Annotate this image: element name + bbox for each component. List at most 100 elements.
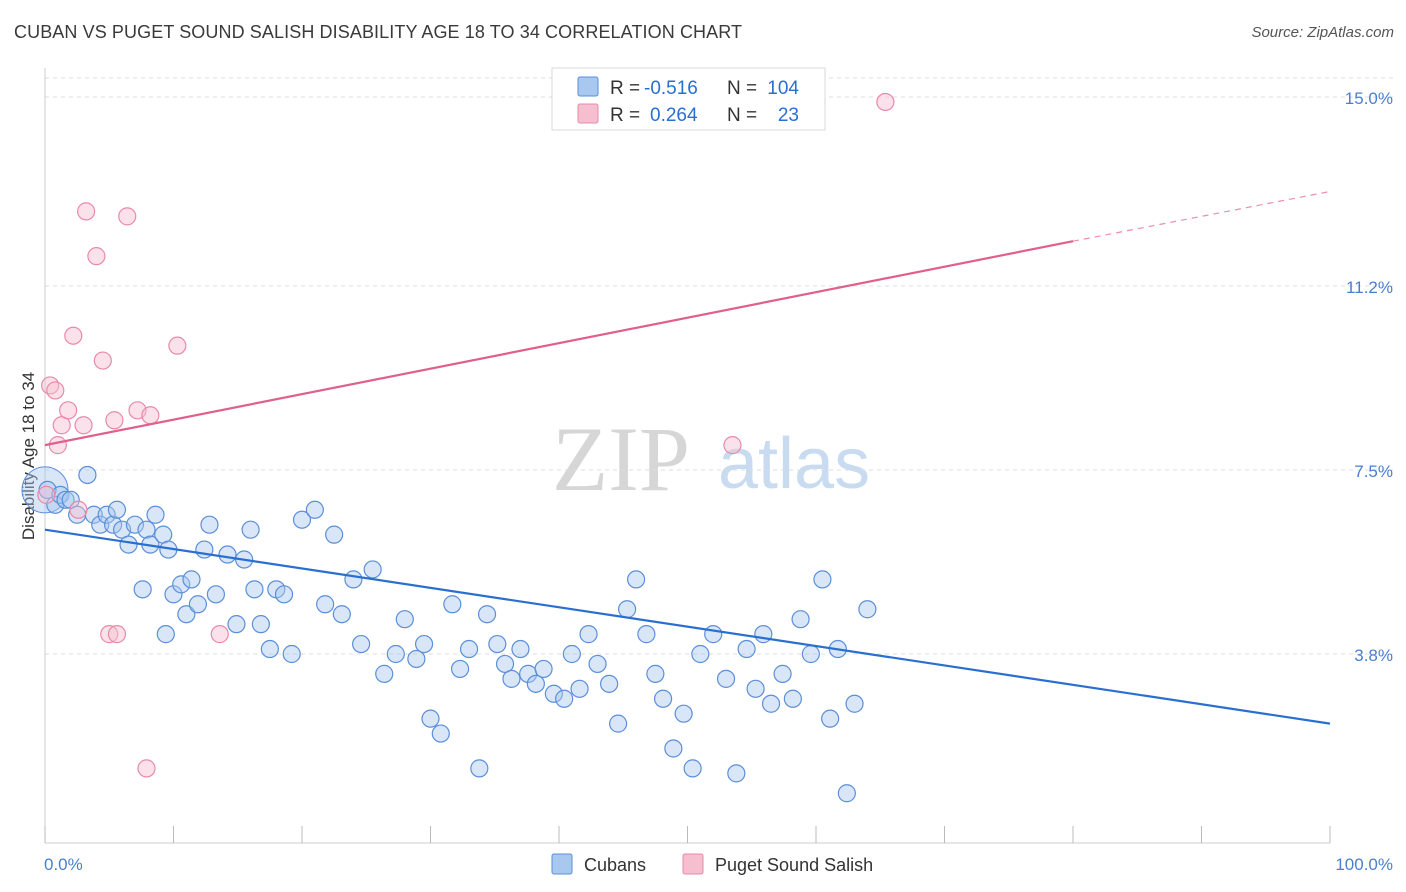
salish-point [141, 406, 160, 425]
cubans-point [363, 560, 382, 579]
cubans-point [664, 739, 683, 758]
cubans-point [488, 634, 507, 654]
y-tick-label: 11.2% [1346, 278, 1393, 297]
cubans-point [414, 634, 434, 654]
cubans-point [674, 704, 693, 723]
cubans-point [260, 639, 279, 659]
cubans-point [562, 644, 581, 664]
cubans-point [813, 570, 832, 589]
salish-point [118, 207, 137, 226]
cubans-point [600, 674, 619, 693]
cubans-point [146, 505, 165, 524]
cubans-point [477, 605, 497, 624]
source-credit: Source: ZipAtlas.com [1251, 24, 1394, 41]
legend-swatch-salish [577, 103, 599, 124]
cubans-point [555, 689, 574, 708]
cubans-points [21, 465, 877, 803]
legend-swatch-cubans [577, 76, 599, 97]
cubans-point [544, 684, 563, 703]
cubans-point [431, 724, 450, 743]
x-tick-label: 0.0% [44, 855, 83, 874]
cubans-point [459, 639, 479, 659]
cubans-point [570, 679, 589, 698]
salish-point [723, 436, 742, 455]
cubans-point [125, 515, 145, 534]
legend-swatch-salish [682, 853, 704, 875]
legend-r-label: R = [610, 78, 640, 99]
cubans-point [837, 784, 856, 803]
cubans-point [245, 580, 264, 599]
watermark-atlas: atlas [718, 424, 870, 504]
salish-point [48, 436, 67, 455]
cubans-point [91, 515, 110, 534]
cubans-point [104, 515, 123, 534]
watermark-zip: ZIP [552, 408, 690, 510]
cubans-point [177, 605, 196, 624]
cubans-point [56, 490, 75, 509]
cubans-point [791, 610, 810, 629]
cubans-point [511, 639, 530, 659]
axes [44, 68, 1331, 844]
x-tick-label: 100.0% [1335, 855, 1393, 874]
cubans-point [133, 580, 152, 599]
cubans-point [858, 600, 877, 619]
cubans-point [156, 625, 175, 644]
cubans-point [119, 535, 138, 554]
cubans-point [407, 649, 426, 669]
legend-r-value: -0.516 [644, 78, 698, 99]
salish-point [107, 625, 127, 644]
salish-point [137, 759, 156, 778]
cubans-point [352, 634, 371, 654]
cubans-point [375, 664, 394, 683]
y-tick-label: 3.8% [1354, 646, 1393, 665]
salish-point [69, 500, 88, 519]
cubans-point [206, 585, 226, 604]
cubans-trend-line [44, 528, 1331, 725]
cubans-point [421, 709, 440, 728]
legend-n-value: 23 [778, 105, 799, 126]
salish-point [93, 351, 112, 370]
cubans-point [292, 510, 312, 529]
salish-point [210, 625, 229, 644]
cubans-point [761, 694, 781, 713]
salish-point [64, 326, 83, 345]
cubans-point [609, 714, 628, 733]
cubans-point [172, 575, 191, 594]
salish-point [59, 401, 78, 420]
y-tick-label: 7.5% [1354, 462, 1393, 481]
salish-point [100, 625, 119, 644]
cubans-point [470, 759, 489, 778]
legend-n-value: 104 [767, 78, 799, 99]
legend-label-cubans: Cubans [584, 855, 646, 875]
cubans-point [316, 595, 335, 614]
cubans-point [618, 600, 637, 619]
cubans-point [783, 689, 802, 708]
cubans-point [332, 605, 351, 624]
salish-point [77, 202, 96, 221]
cubans-point [646, 664, 665, 683]
cubans-point [325, 525, 344, 544]
salish-points [37, 92, 895, 778]
cubans-point [727, 764, 746, 783]
salish-trend-extension [1072, 190, 1331, 242]
salish-point [168, 336, 187, 355]
salish-point [46, 381, 65, 400]
cubans-point [653, 689, 673, 708]
legend-r-value: 0.264 [650, 105, 698, 126]
cubans-point [386, 644, 405, 664]
cubans-point [395, 610, 414, 629]
cubans-point [344, 570, 363, 589]
cubans-point [773, 664, 792, 683]
chart-title: CUBAN VS PUGET SOUND SALISH DISABILITY A… [14, 22, 743, 42]
cubans-point [626, 570, 646, 589]
x-tick-labels: 0.0% 100.0% [44, 855, 1393, 874]
legend-r-label: R = [610, 105, 640, 126]
cubans-point [282, 644, 301, 664]
cubans-point [137, 520, 156, 539]
salish-trend-line [44, 240, 1074, 447]
y-tick-label: 15.0% [1345, 89, 1393, 108]
salish-point [876, 92, 895, 112]
cubans-point [716, 669, 736, 688]
y-tick-labels: 3.8% 7.5% 11.2% 15.0% [1345, 89, 1393, 665]
